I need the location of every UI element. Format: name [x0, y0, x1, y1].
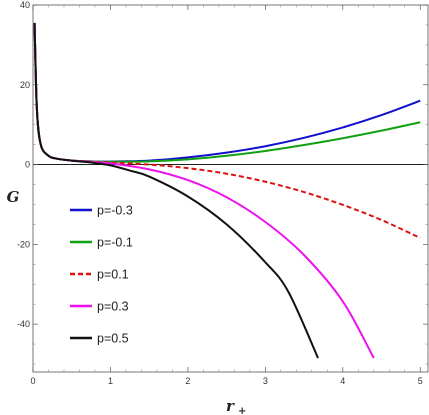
legend-label-p-0-1: p=-0.1	[97, 236, 133, 250]
x-tick-label: 2	[185, 376, 190, 386]
y-tick-label: -20	[17, 239, 30, 249]
x-tick-label: 3	[263, 376, 268, 386]
legend-label-p-0-5: p=0.5	[97, 332, 129, 346]
series-line-p-0-5	[33, 22, 319, 359]
series-layer	[33, 22, 421, 359]
x-tick-label: 5	[418, 376, 423, 386]
plot-frame-border	[32, 4, 429, 373]
x-axis-title: r	[226, 397, 235, 415]
x-tick-label: 1	[108, 376, 113, 386]
x-tick-label: 4	[340, 376, 345, 386]
y-axis-title: G	[7, 188, 20, 206]
x-axis-title-subscript: +	[238, 406, 246, 415]
legend-label-p-0-3: p=0.3	[97, 300, 129, 314]
y-tick-label: 40	[20, 0, 30, 10]
y-tick-label: -40	[17, 319, 30, 329]
legend-label-p-0-1: p=0.1	[97, 268, 129, 282]
series-line-p-0-1	[33, 22, 421, 239]
plot-frame	[32, 4, 429, 373]
axis-ticks: 0 1 2 3 4 5 40 20 0 -20 -40	[17, 0, 428, 386]
legend: p=-0.3 p=-0.1 p=0.1 p=0.3 p=0.5	[70, 204, 133, 346]
y-tick-label: 0	[25, 160, 30, 170]
y-tick-label: 20	[20, 80, 30, 90]
x-tick-label: 0	[30, 376, 35, 386]
legend-label-p-0-3: p=-0.3	[97, 204, 133, 218]
